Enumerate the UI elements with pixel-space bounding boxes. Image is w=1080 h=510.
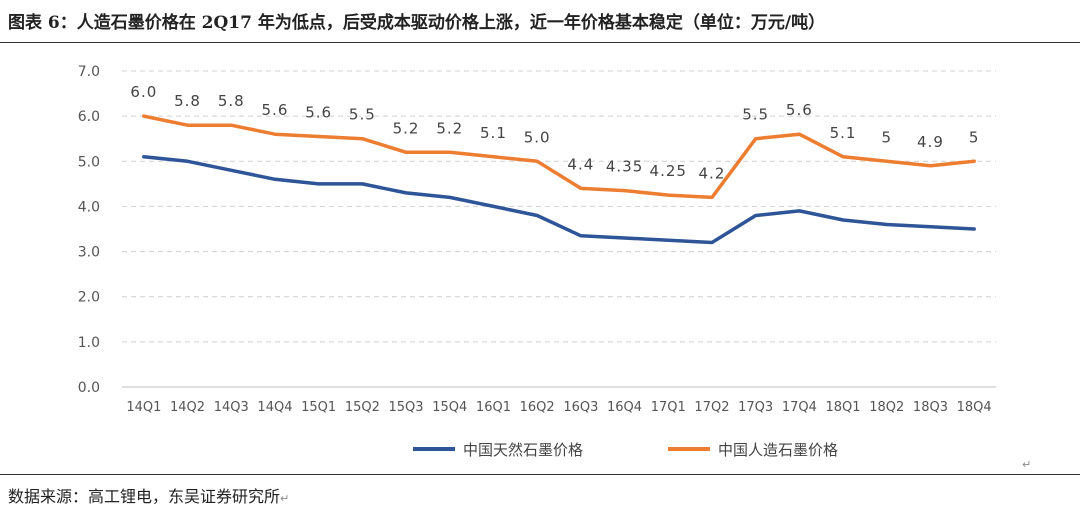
- data-label: 4.2: [699, 164, 726, 182]
- x-tick-label: 17Q4: [782, 400, 817, 415]
- data-label: 5: [881, 128, 892, 146]
- data-label: 5.8: [174, 92, 201, 110]
- x-tick-label: 18Q1: [826, 400, 861, 415]
- x-tick-label: 17Q1: [651, 400, 686, 415]
- data-label: 4.35: [606, 158, 643, 176]
- x-tick-label: 18Q2: [869, 400, 904, 415]
- x-tick-label: 14Q3: [214, 400, 249, 415]
- series-line-0: [142, 155, 976, 245]
- x-tick-label: 14Q4: [257, 400, 292, 415]
- legend-label-0: 中国天然石墨价格: [463, 441, 583, 459]
- x-tick-label: 18Q4: [957, 400, 992, 415]
- y-tick-label: 6.0: [78, 109, 100, 125]
- data-label: 5.1: [830, 124, 857, 142]
- x-tick-label: 15Q2: [345, 400, 380, 415]
- x-tick-label: 16Q1: [476, 400, 511, 415]
- chart-title: 图表 6：人造石墨价格在 2Q17 年为低点，后受成本驱动价格上涨，近一年价格基…: [8, 13, 826, 33]
- series-line-1: [142, 114, 976, 200]
- data-label: 4.4: [567, 155, 594, 173]
- source-text: 数据来源：高工锂电，东吴证券研究所: [8, 487, 281, 506]
- top-rule: [0, 42, 1080, 43]
- bottom-rule: [0, 474, 1080, 475]
- legend-label-1: 中国人造石墨价格: [718, 441, 838, 459]
- x-tick-label: 15Q1: [301, 400, 336, 415]
- x-tick-label: 14Q2: [170, 400, 205, 415]
- y-tick-label: 7.0: [78, 64, 100, 80]
- data-label: 4.9: [917, 133, 944, 151]
- y-tick-label: 2.0: [78, 290, 100, 306]
- series-lines: [142, 114, 976, 245]
- y-tick-label: 5.0: [78, 154, 100, 170]
- x-tick-label: 16Q2: [520, 400, 555, 415]
- data-label: 5.0: [524, 128, 551, 146]
- x-tick-label: 17Q3: [738, 400, 773, 415]
- data-label: 5.6: [262, 101, 289, 119]
- data-label: 5.2: [436, 119, 463, 137]
- data-labels: 6.0 5.8 5.8 5.6 5.6 5.5 5.2 5.2 5.1 5.0 4.4 4.35 4.2…: [130, 83, 980, 182]
- x-tick-label: 16Q4: [607, 400, 642, 415]
- legend: 中国天然石墨价格 中国人造石墨价格: [413, 441, 838, 459]
- x-tick-label: 14Q1: [126, 400, 161, 415]
- paragraph-mark: ↵: [1022, 458, 1032, 471]
- line-chart: 0.01.02.03.04.05.06.07.0 14Q1 14Q2 14Q3 14Q…: [78, 64, 996, 459]
- data-label: 5.1: [480, 124, 507, 142]
- data-label: 5.6: [305, 103, 332, 121]
- y-tick-label: 4.0: [78, 199, 100, 215]
- x-tick-label: 18Q3: [913, 400, 948, 415]
- data-label: 5.8: [218, 92, 245, 110]
- data-label: 5.6: [786, 101, 813, 119]
- data-source: 数据来源：高工锂电，东吴证券研究所↵: [8, 483, 289, 507]
- x-tick-label: 16Q3: [563, 400, 598, 415]
- grid-lines: [122, 70, 996, 388]
- data-label: 5.5: [349, 106, 376, 124]
- data-label: 4.25: [650, 162, 687, 180]
- x-tick-label: 15Q3: [389, 400, 424, 415]
- data-label: 5.2: [393, 119, 420, 137]
- x-tick-label: 17Q2: [694, 400, 729, 415]
- y-tick-label: 0.0: [78, 380, 100, 396]
- data-label: 5.5: [742, 106, 769, 124]
- y-axis: 0.0 1.0 2.0 3.0 4.0 5.0 6.0 7.0: [78, 64, 100, 396]
- source-paragraph-mark: ↵: [280, 492, 290, 505]
- data-label: 5: [969, 128, 980, 146]
- y-tick-label: 1.0: [78, 335, 100, 351]
- x-tick-label: 15Q4: [432, 400, 467, 415]
- x-axis: 14Q1 14Q2 14Q3 14Q4 15Q1 15Q2 15Q3 15Q4 16Q1 16Q2…: [126, 400, 991, 415]
- y-tick-label: 3.0: [78, 245, 100, 261]
- data-label: 6.0: [130, 83, 157, 101]
